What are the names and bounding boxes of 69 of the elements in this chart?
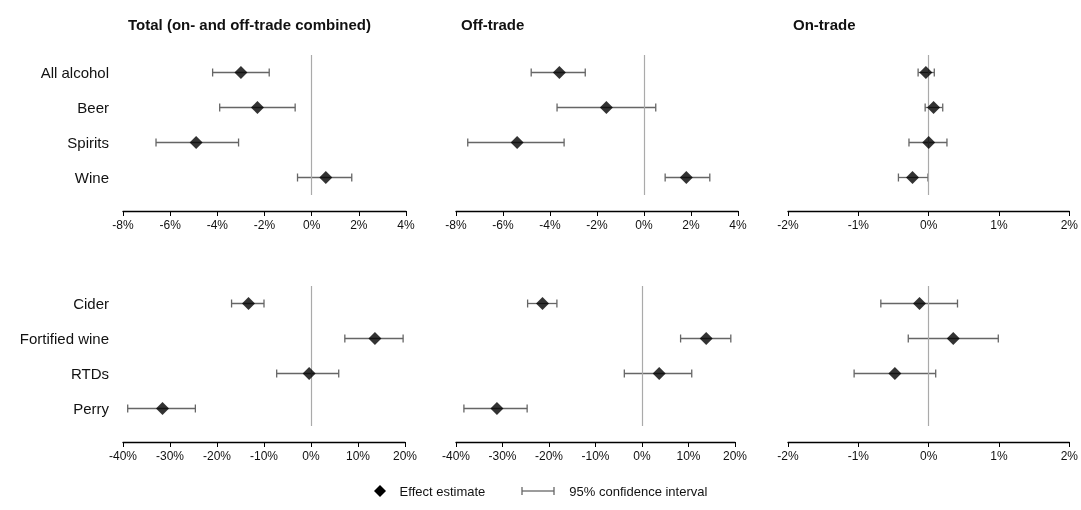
point [905, 171, 919, 184]
x-tick-label: -4% [206, 218, 229, 232]
point [679, 171, 693, 184]
x-tick-label: -30% [155, 449, 185, 463]
point [535, 297, 549, 310]
point [250, 101, 264, 114]
point [319, 171, 333, 184]
x-tick-label: 2% [682, 218, 700, 232]
y-tick-label: Spirits [67, 134, 109, 151]
x-tick-label: -20% [534, 449, 564, 463]
x-tick-label: -8% [112, 218, 134, 232]
x-tick-label: -10% [581, 449, 610, 463]
x-tick-label: -2% [777, 449, 799, 463]
y-tick-label: Cider [73, 295, 109, 312]
y-tick-label: RTDs [70, 365, 109, 382]
point [189, 136, 203, 149]
legend-label: Effect estimate [399, 483, 486, 499]
y-tick-label: Beer [77, 99, 109, 116]
point [490, 402, 504, 415]
x-tick-label: -30% [488, 449, 517, 463]
y-tick-label: Fortified wine [19, 330, 109, 347]
point [234, 66, 248, 79]
x-tick-label: 4% [397, 218, 415, 232]
x-tick-label: -40% [441, 449, 471, 463]
x-tick-label: 0% [302, 449, 320, 463]
point [368, 332, 382, 345]
x-tick-label: -1% [847, 449, 870, 463]
chart-title: Total (on- and off-trade combined) [128, 16, 372, 33]
x-tick-label: 10% [676, 449, 701, 463]
x-tick-label: -6% [492, 218, 514, 232]
x-tick-label: 1% [990, 218, 1008, 232]
point [599, 101, 613, 114]
point [302, 367, 316, 380]
x-tick-label: 2% [350, 218, 368, 232]
point [155, 402, 169, 415]
x-tick-label: -4% [539, 218, 561, 232]
point [510, 136, 524, 149]
point [699, 332, 713, 345]
text: 95% confidence interval [569, 483, 708, 499]
point [922, 136, 936, 149]
x-tick-label: 20% [392, 449, 418, 463]
x-tick-label: 0% [302, 218, 321, 232]
x-tick-label: -2% [586, 218, 608, 232]
chart-title: On-trade [793, 16, 856, 33]
point [241, 297, 255, 310]
x-tick-label: -40% [108, 449, 138, 463]
chart-title: Off-trade [461, 16, 525, 33]
x-tick-label: 4% [729, 218, 747, 232]
x-tick-label: 1% [990, 449, 1008, 463]
x-tick-label: 0% [635, 218, 653, 232]
x-tick-label: -10% [249, 449, 279, 463]
x-tick-label: -8% [445, 218, 467, 232]
x-tick-label: -2% [777, 218, 799, 232]
x-tick-label: -20% [202, 449, 232, 463]
y-tick-label: Wine [74, 169, 109, 186]
x-tick-label: 10% [345, 449, 371, 463]
x-tick-label: 20% [722, 449, 748, 463]
x-tick-label: 0% [919, 449, 938, 463]
x-tick-label: -1% [847, 218, 870, 232]
y-tick-label: Perry [73, 400, 110, 417]
x-tick-label: -2% [253, 218, 276, 232]
x-tick-label: -6% [159, 218, 182, 232]
x-tick-label: 2% [1060, 449, 1079, 463]
point [652, 367, 666, 380]
point [552, 66, 566, 79]
y-tick-label: All alcohol [40, 64, 109, 81]
x-tick-label: 0% [919, 218, 938, 232]
x-tick-label: 0% [633, 449, 651, 463]
x-tick-label: 2% [1060, 218, 1079, 232]
